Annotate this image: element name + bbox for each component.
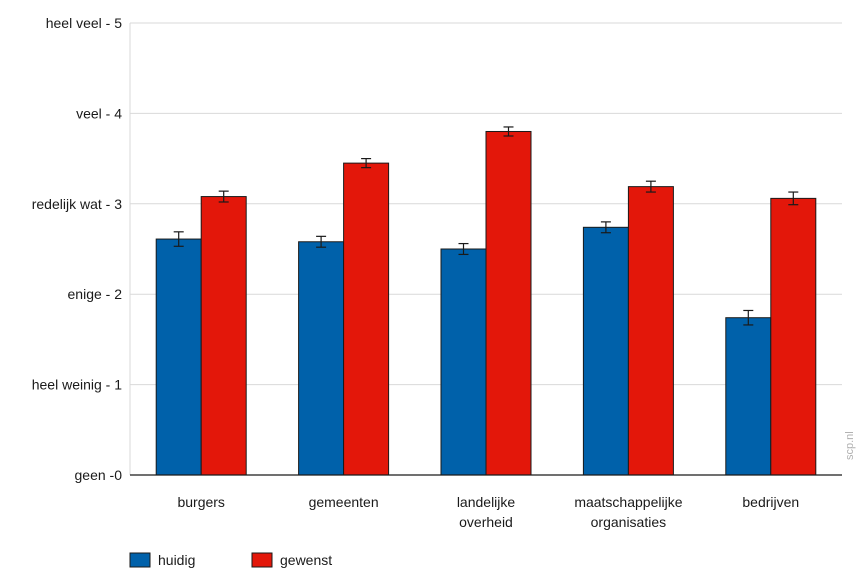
error-bar [788,191,799,206]
y-tick-label: geen -0 [75,467,123,483]
y-tick-label: heel weinig - 1 [32,377,122,393]
bar-gewenst [627,186,674,476]
legend-swatch [251,552,273,568]
bars [155,130,817,476]
legend: huidig gewenst [129,552,332,568]
error-bar [645,180,656,193]
error-bar [316,235,327,248]
bar-huidig [298,241,345,476]
watermark: scp.nl [844,431,856,460]
y-tick-label: veel - 4 [76,105,122,121]
error-bar [600,221,611,234]
bar-gewenst [485,130,532,476]
error-bar [361,158,372,169]
error-bar [503,126,514,137]
x-tick-label: maatschappelijke organisaties [574,494,682,530]
x-axis: burgers gemeenten landelijke overheid maatsc… [130,474,842,530]
bar-huidig [440,248,487,476]
error-bar [743,309,754,326]
error-bars [173,126,799,326]
bar-gewenst [770,197,817,476]
y-axis: geen -0 heel weinig - 1 enige - 2 redelijk … [32,15,131,483]
error-bar [173,231,184,247]
error-bar [218,190,229,203]
x-tick-label: bedrijven [742,494,799,510]
bar-gewenst [343,162,390,476]
x-tick-label: gemeenten [309,494,379,510]
bar-gewenst [200,196,247,476]
bar-huidig [725,317,772,476]
y-tick-label: enige - 2 [68,286,123,302]
x-tick-label: burgers [177,494,224,510]
legend-item-huidig: huidig [129,552,195,568]
error-bar [458,242,469,256]
legend-swatch [129,552,151,568]
y-tick-label: heel veel - 5 [46,15,122,31]
legend-label: gewenst [280,552,332,568]
bar-huidig [582,226,629,476]
legend-item-gewenst: gewenst [251,552,332,568]
y-tick-label: redelijk wat - 3 [32,196,122,212]
legend-label: huidig [158,552,195,568]
x-tick-label: landelijke overheid [457,494,516,530]
bar-huidig [155,238,202,476]
